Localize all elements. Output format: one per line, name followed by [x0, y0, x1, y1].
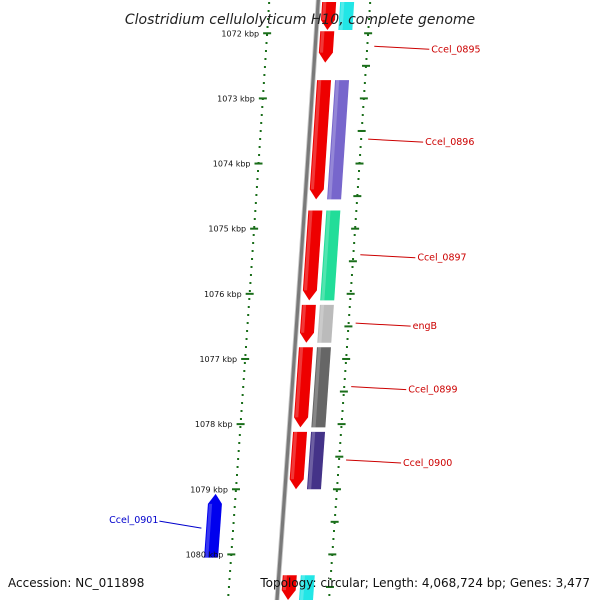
kbp-tick: 1074 kbp	[213, 160, 364, 169]
genome-backbone	[275, 0, 320, 600]
label-layer: Ccel_0895 Ccel_0896 Ccel_0897 engB Ccel_0899…	[109, 44, 481, 529]
gene-label-leader	[159, 520, 202, 529]
gene-label-group: Ccel_0901	[109, 515, 202, 529]
gene-arrow-engb	[299, 304, 316, 343]
feature-bar	[299, 575, 315, 600]
gene-label: Ccel_0896	[425, 137, 474, 148]
gene-label: Ccel_0899	[408, 385, 457, 396]
inner-dotted-ring	[227, 2, 271, 596]
gene-arrow-ccel-0900	[289, 431, 308, 490]
gene-label-group: Ccel_0900	[346, 458, 452, 469]
kbp-tick: 1072 kbp	[221, 29, 373, 38]
gene-label-leader	[360, 254, 416, 259]
kbp-tick-label: 1079 kbp	[190, 485, 228, 494]
kbp-tick-label: 1077 kbp	[199, 355, 237, 364]
feature-bar-ccel_0897	[320, 210, 341, 301]
gene-label-leader	[368, 138, 424, 143]
accession-text: Accession: NC_011898	[8, 576, 144, 590]
gene-label: Ccel_0895	[431, 44, 480, 55]
gene-arrow-ccel-0901	[204, 493, 222, 558]
gene-label: Ccel_0900	[403, 458, 452, 469]
gene-label: engB	[413, 321, 437, 332]
gene-arrow-ccel-0899	[294, 347, 313, 428]
map-title: Clostridium cellulolyticum H10, complete…	[125, 12, 475, 28]
kbp-tick: 1073 kbp	[217, 94, 368, 103]
gene-layer	[204, 1, 337, 600]
feature-layer	[299, 1, 355, 600]
genome-summary-text: Topology: circular; Length: 4,068,724 bp…	[259, 576, 590, 590]
gene-label-group: engB	[355, 321, 437, 332]
tick-layer: 1072 kbp 1073 kbp 1074 kbp 1075 kbp 1076 kbp…	[186, 29, 373, 588]
gene-arrow-ccel-0896	[309, 80, 332, 200]
gene-arrow-ccel-0897	[302, 210, 323, 301]
gene-label-leader	[374, 45, 430, 50]
gene-label-group: Ccel_0899	[351, 385, 458, 396]
genome-track-layer	[227, 0, 372, 600]
kbp-tick: 1079 kbp	[190, 485, 341, 494]
gene-label-leader	[346, 459, 402, 464]
gene-arrow	[321, 1, 337, 31]
kbp-tick: 1080 kbp	[186, 550, 337, 559]
kbp-tick-label: 1080 kbp	[186, 550, 224, 559]
kbp-tick-label: 1075 kbp	[208, 225, 246, 234]
kbp-tick: 1078 kbp	[195, 420, 346, 429]
kbp-tick-label: 1072 kbp	[221, 29, 259, 38]
kbp-tick-label: 1078 kbp	[195, 420, 233, 429]
kbp-tick-label: 1074 kbp	[213, 160, 251, 169]
gene-label-group: Ccel_0895	[374, 44, 481, 55]
gene-label: Ccel_0897	[417, 253, 466, 264]
kbp-tick: 1075 kbp	[208, 225, 360, 234]
feature-bar-ccel_0899	[311, 347, 331, 428]
gene-label-group: Ccel_0897	[360, 253, 467, 264]
gene-label-leader	[351, 386, 407, 391]
outer-dotted-ring	[328, 2, 372, 596]
feature-bar-engb	[317, 304, 334, 343]
gene-label-group: Ccel_0896	[368, 137, 474, 148]
gene-arrow-ccel-0895	[318, 31, 335, 63]
kbp-tick-label: 1073 kbp	[217, 94, 255, 103]
gene-label-leader	[355, 322, 411, 327]
kbp-tick: 1077 kbp	[199, 355, 351, 364]
kbp-tick: 1076 kbp	[204, 290, 355, 299]
gene-label: Ccel_0901	[109, 515, 158, 526]
kbp-tick-label: 1076 kbp	[204, 290, 242, 299]
feature-bar	[338, 1, 355, 31]
feature-bar-ccel_0896	[327, 80, 350, 200]
gene-arrow	[281, 575, 297, 600]
feature-bar-ccel_0900	[306, 431, 326, 490]
